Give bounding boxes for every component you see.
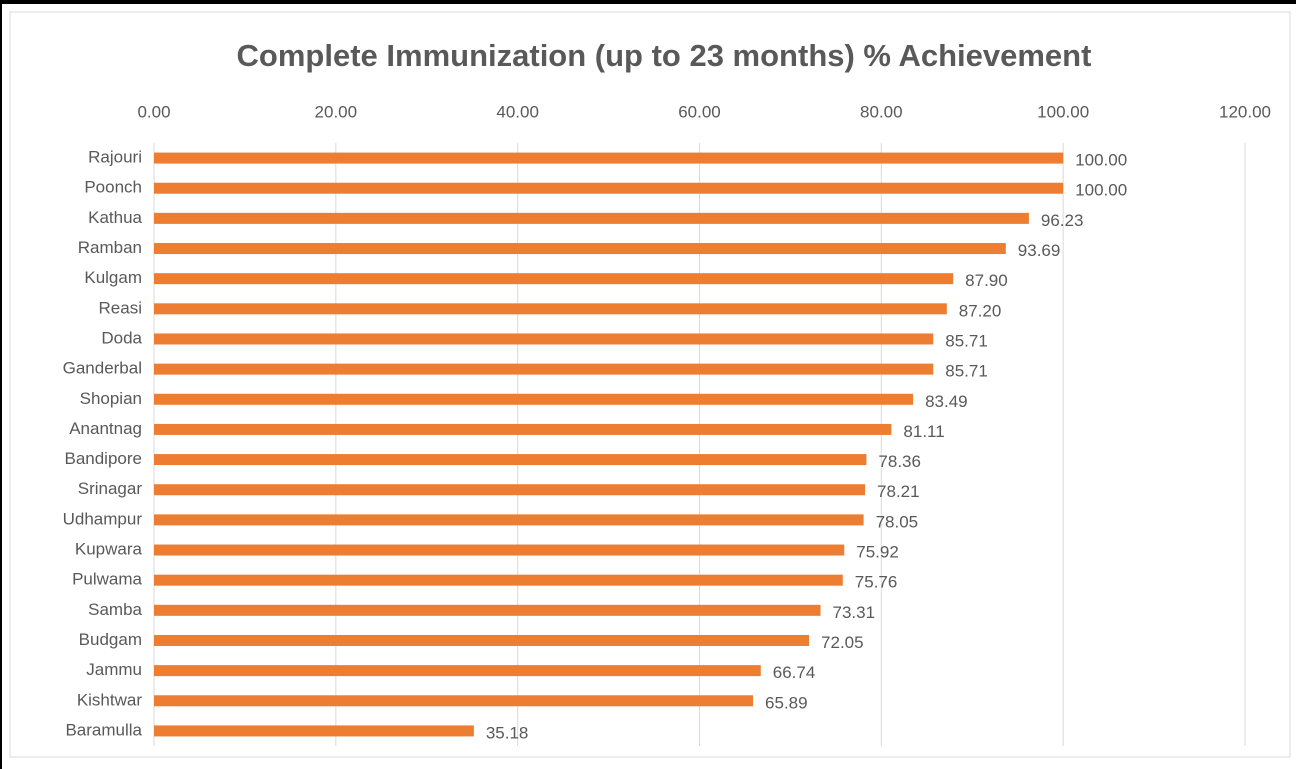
data-label: 78.36 — [878, 452, 921, 471]
x-tick-label: 120.00 — [1219, 102, 1271, 121]
chart-title: Complete Immunization (up to 23 months) … — [237, 38, 1092, 73]
y-tick-label: Shopian — [80, 389, 142, 408]
y-tick-label: Budgam — [79, 630, 142, 649]
bar — [154, 363, 934, 375]
bar — [154, 604, 821, 616]
data-label: 85.71 — [945, 362, 988, 381]
data-label: 100.00 — [1075, 181, 1127, 200]
bar — [154, 273, 954, 285]
bar — [154, 725, 474, 737]
bar — [154, 544, 845, 556]
chart-border — [9, 11, 1291, 758]
data-label: 87.20 — [959, 301, 1002, 320]
y-tick-label: Pulwama — [72, 570, 142, 589]
y-tick-label: Poonch — [84, 178, 142, 197]
bar — [154, 484, 866, 496]
bar — [154, 574, 843, 586]
y-tick-label: Doda — [101, 328, 142, 347]
data-label: 81.11 — [903, 422, 944, 441]
data-label: 78.21 — [877, 482, 920, 501]
y-tick-label: Udhampur — [63, 509, 143, 528]
data-label: 66.74 — [773, 663, 816, 682]
bar — [154, 423, 892, 435]
x-tick-label: 40.00 — [496, 102, 539, 121]
data-label: 75.92 — [856, 543, 899, 562]
y-tick-label: Samba — [88, 600, 142, 619]
data-label: 93.69 — [1018, 241, 1061, 260]
bar — [154, 152, 1064, 164]
bar — [154, 303, 947, 315]
bar — [154, 212, 1029, 224]
bar — [154, 182, 1064, 194]
data-label: 78.05 — [876, 512, 919, 531]
data-label: 85.71 — [945, 331, 988, 350]
y-tick-label: Srinagar — [78, 479, 143, 498]
y-tick-label: Ganderbal — [63, 359, 142, 378]
bar — [154, 695, 754, 707]
bar — [154, 243, 1006, 255]
y-tick-label: Kathua — [88, 208, 142, 227]
y-tick-label: Jammu — [86, 660, 142, 679]
y-tick-label: Bandipore — [64, 449, 142, 468]
frame-left — [0, 0, 2, 769]
bar — [154, 634, 810, 646]
x-tick-label: 100.00 — [1037, 102, 1089, 121]
data-label: 35.18 — [486, 723, 529, 742]
y-tick-label: Ramban — [78, 238, 142, 257]
data-label: 87.90 — [965, 271, 1008, 290]
y-tick-label: Kulgam — [84, 268, 142, 287]
bar — [154, 514, 864, 526]
frame-top — [0, 0, 1296, 4]
data-label: 75.76 — [855, 573, 898, 592]
y-tick-label: Kishtwar — [77, 690, 143, 709]
y-tick-label: Kupwara — [75, 540, 143, 559]
data-label: 73.31 — [833, 603, 876, 622]
y-tick-label: Rajouri — [88, 148, 142, 167]
data-label: 96.23 — [1041, 211, 1084, 230]
data-label: 100.00 — [1075, 151, 1127, 170]
data-label: 83.49 — [925, 392, 968, 411]
bar — [154, 665, 761, 677]
data-label: 65.89 — [765, 693, 808, 712]
y-tick-label: Reasi — [99, 298, 142, 317]
data-label: 72.05 — [821, 633, 864, 652]
x-tick-label: 60.00 — [678, 102, 721, 121]
y-tick-label: Anantnag — [69, 419, 142, 438]
x-tick-label: 0.00 — [137, 102, 170, 121]
x-tick-label: 20.00 — [315, 102, 358, 121]
bar — [154, 393, 914, 405]
bar — [154, 333, 934, 345]
bar — [154, 454, 867, 466]
x-tick-label: 80.00 — [860, 102, 903, 121]
y-tick-label: Baramulla — [65, 720, 142, 739]
